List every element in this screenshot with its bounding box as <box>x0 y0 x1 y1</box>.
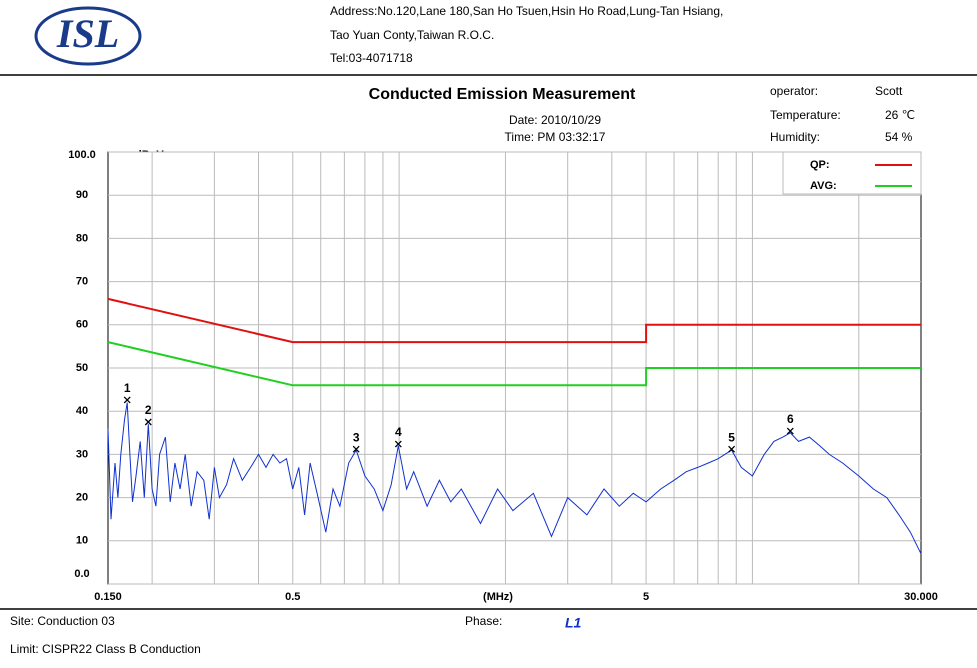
y-tick-label: 50 <box>76 362 88 374</box>
peak-marker <box>728 445 736 453</box>
humidity-label: Humidity: <box>770 130 820 144</box>
y-tick-label: 40 <box>76 405 88 417</box>
y-tick-label: 90 <box>76 189 88 201</box>
y-tick-label: 60 <box>76 319 88 331</box>
chart-title: Conducted Emission Measurement <box>369 86 636 103</box>
peak-marker <box>144 418 152 426</box>
temperature-label: Temperature: <box>770 108 841 122</box>
address: Tao Yuan Conty,Taiwan R.O.C. <box>330 28 494 42</box>
x-tick-label: 5 <box>643 591 649 603</box>
peak-marker <box>786 427 794 435</box>
peak-marker <box>123 396 131 404</box>
legend-label: AVG: <box>810 180 837 192</box>
peak-marker <box>352 445 360 453</box>
limit-line <box>107 297 921 344</box>
marker-label: 2 <box>145 403 152 417</box>
site: Site: Conduction 03 <box>10 614 115 628</box>
x-label: (MHz) <box>483 591 513 603</box>
logo-oval <box>34 6 142 66</box>
x-tick-label: 0.5 <box>285 591 300 603</box>
y-tick-label: 80 <box>76 232 88 244</box>
y-tick-label: 10 <box>76 535 88 547</box>
marker-label: 6 <box>787 412 794 426</box>
humidity: 54 % <box>885 130 913 144</box>
y-tick-label: 70 <box>76 276 88 288</box>
date: Date: 2010/10/29 <box>509 113 601 127</box>
y-tick-label: 30 <box>76 448 88 460</box>
legend-box <box>782 151 922 195</box>
y-tick-label: 0.0 <box>74 568 89 580</box>
phase-label: Phase: <box>465 614 502 628</box>
y-tick-label: 20 <box>76 492 88 504</box>
time: Time: PM 03:32:17 <box>505 130 606 144</box>
marker-label: 3 <box>353 430 360 444</box>
operator: Scott <box>875 84 903 98</box>
x-tick-label: 30.000 <box>904 591 938 603</box>
address: Address:No.120,Lane 180,San Ho Tsuen,Hsi… <box>330 4 723 18</box>
operator-label: operator: <box>770 84 818 98</box>
limit-line <box>107 341 921 387</box>
x-tick-label: 0.150 <box>94 591 122 603</box>
legend-label: QP: <box>810 159 830 171</box>
marker-label: 5 <box>728 430 735 444</box>
measurement-trace <box>107 402 922 555</box>
marker-label: 4 <box>395 425 402 439</box>
tel: Tel:03-4071718 <box>330 51 413 65</box>
temperature: 26 ℃ <box>885 108 915 122</box>
logo: ISL <box>56 11 119 56</box>
phase: L1 <box>565 615 582 631</box>
peak-marker <box>394 440 402 448</box>
y-tick-label: 100.0 <box>68 149 96 161</box>
marker-label: 1 <box>124 381 131 395</box>
limit: Limit: CISPR22 Class B Conduction <box>10 642 201 656</box>
